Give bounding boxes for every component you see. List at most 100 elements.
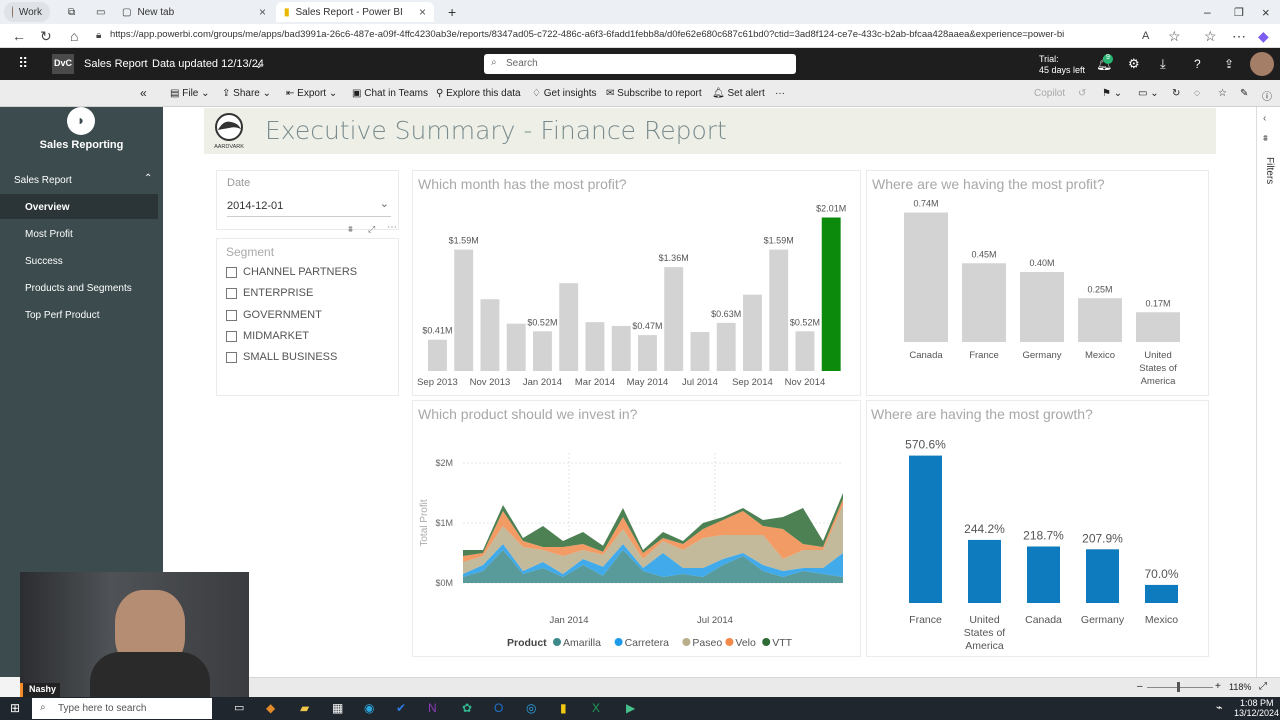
chatgpt-icon[interactable]: ✿ (462, 701, 473, 715)
back-icon[interactable]: ← (12, 28, 26, 44)
tab-new-tab[interactable]: ▢ New tab × (114, 2, 274, 22)
app-name[interactable]: Sales Report (84, 58, 148, 70)
get-insights-button[interactable]: ♢ Get insights (532, 88, 597, 99)
filters-pane[interactable]: ‹ ⩩ Filters (1256, 107, 1280, 677)
edit-icon[interactable]: ✎ (1240, 88, 1249, 99)
segment-option[interactable]: MIDMARKET (226, 330, 309, 342)
filters-label[interactable]: Filters (1264, 157, 1275, 185)
copilot-button[interactable]: Copilot (1034, 88, 1066, 99)
focus-mode-icon[interactable]: ⤢ (368, 224, 376, 234)
edge-dev-icon[interactable]: ◎ (526, 701, 537, 715)
info-icon[interactable]: ⓘ (1262, 92, 1272, 103)
avatar[interactable] (1250, 52, 1274, 76)
sidebar-item-overview[interactable]: Overview (0, 194, 158, 219)
tab-sales-report[interactable]: ▮ Sales Report - Power BI × (276, 2, 434, 22)
download-icon[interactable]: ⤓ (1160, 56, 1166, 71)
share-icon[interactable]: ⇪ (1224, 57, 1235, 71)
app-icon[interactable]: ▶ (626, 701, 636, 715)
app-launcher-icon[interactable]: ⠿ (18, 55, 29, 71)
file-explorer-icon[interactable]: ▰ (300, 701, 310, 715)
expand-filters-icon[interactable]: ‹ (1263, 113, 1267, 124)
file-menu[interactable]: ▤ File ⌄ (170, 88, 210, 99)
close-icon[interactable]: × (258, 5, 266, 19)
sidebar-item-top-perf-product[interactable]: Top Perf Product (25, 310, 100, 321)
subscribe-button[interactable]: ✉ Subscribe to report (606, 88, 702, 99)
profile-button[interactable]: Work (4, 2, 50, 22)
onenote-icon[interactable]: N (428, 701, 437, 715)
checkbox[interactable] (226, 287, 237, 299)
edge-icon[interactable]: ◉ (364, 701, 375, 715)
growth-visual[interactable]: 570.6% France 244.2% United States of America… (866, 400, 1209, 657)
chevron-up-icon[interactable]: ⌃ (144, 173, 153, 184)
segment-option[interactable]: SMALL BUSINESS (226, 351, 337, 363)
checkbox[interactable] (226, 351, 237, 363)
todo-icon[interactable]: ✔ (396, 701, 407, 715)
segment-option[interactable]: ENTERPRISE (226, 287, 313, 299)
clock-time[interactable]: 1:08 PM (1240, 698, 1274, 708)
export-menu[interactable]: ⇤ Export ⌄ (286, 88, 338, 99)
network-icon[interactable]: ⌁ (1216, 702, 1223, 714)
new-tab-icon[interactable]: + (448, 4, 457, 20)
gear-icon[interactable]: ⚙ (1128, 56, 1140, 71)
refresh-icon[interactable]: ↻ (40, 28, 52, 44)
country-profit-visual[interactable]: 0.74M Canada 0.45M France 0.40M Germany 0.25M M… (866, 170, 1209, 396)
reset-icon[interactable]: ↺ (1078, 88, 1087, 99)
bookmark-icon[interactable]: ⚑ ⌄ (1102, 88, 1123, 99)
outlook-icon[interactable]: O (494, 701, 504, 715)
comment-icon[interactable]: ◌ (1194, 88, 1200, 99)
search-input[interactable]: ⌕ Search (484, 54, 796, 74)
more-options-button[interactable]: ··· (775, 88, 785, 99)
collapse-nav-icon[interactable]: « (140, 86, 147, 100)
date-dropdown[interactable]: 2014-12-01 ⌄ (227, 197, 391, 217)
sidebar-item-products-and-segments[interactable]: Products and Segments (25, 283, 132, 294)
filter-icon[interactable]: ⩩ (348, 224, 353, 234)
tab-actions-icon[interactable]: ▭ (96, 6, 106, 18)
data-updated[interactable]: Data updated 12/13/24 (152, 58, 264, 70)
zoom-slider[interactable] (1147, 687, 1213, 688)
explore-data-button[interactable]: ⚲ Explore this data (436, 88, 521, 99)
refresh-icon[interactable]: ↻ (1172, 88, 1181, 99)
clock-date[interactable]: 13/12/2024 (1234, 708, 1280, 718)
view-icon[interactable]: ▭ ⌄ (1138, 88, 1159, 99)
monthly-profit-visual[interactable]: $0.41M $1.59M $0.52M $0.47M $1.36M $0.63M $1.5… (412, 170, 861, 396)
windows-start-icon[interactable]: ⊞ (10, 701, 21, 715)
segment-option[interactable]: GOVERNMENT (226, 309, 322, 321)
window-close-icon[interactable]: × (1262, 4, 1270, 20)
copilot-icon[interactable]: ◆ (266, 701, 276, 715)
checkbox[interactable] (226, 309, 237, 321)
task-view-icon[interactable]: ▭ (234, 702, 245, 714)
store-icon[interactable]: ▦ (332, 701, 344, 715)
segment-option[interactable]: CHANNEL PARTNERS (226, 266, 357, 278)
share-menu[interactable]: ⇪ Share ⌄ (222, 88, 272, 99)
restore-icon[interactable]: ❐ (1234, 6, 1244, 19)
url-field[interactable]: https://app.powerbi.com/groups/me/apps/b… (110, 29, 1065, 40)
copilot-icon[interactable]: ◆ (1258, 28, 1269, 44)
more-options-icon[interactable]: ⋯ (387, 222, 397, 233)
close-icon[interactable]: × (418, 5, 426, 19)
zoom-slider-thumb[interactable] (1177, 682, 1180, 692)
favorite-icon[interactable]: ☆ (1168, 28, 1181, 44)
fit-page-icon[interactable]: ⤢ (1259, 681, 1267, 692)
read-aloud-icon[interactable]: A (1142, 30, 1150, 42)
set-alert-button[interactable]: 🔔︎ Set alert (712, 88, 765, 99)
minimize-icon[interactable]: – (1204, 5, 1211, 19)
section-header[interactable]: Sales Report (14, 175, 72, 186)
favorite-icon[interactable]: ☆ (1218, 88, 1227, 99)
help-icon[interactable]: ? (1194, 57, 1201, 71)
collections-icon[interactable]: ☆ (1204, 28, 1217, 44)
chevron-down-icon[interactable]: ⌄ (254, 59, 264, 71)
sidebar-item-most-profit[interactable]: Most Profit (25, 229, 73, 240)
product-profit-visual[interactable]: $2M $1M $0M Total Profit Jan 2014 Jul 2014 Pro… (412, 400, 861, 657)
home-icon[interactable]: ⌂ (70, 28, 79, 44)
chat-in-teams-button[interactable]: ▣ Chat in Teams (352, 88, 428, 99)
more-icon[interactable]: ⋯ (1232, 28, 1246, 44)
zoom-in-icon[interactable]: + (1215, 681, 1221, 692)
zoom-out-icon[interactable]: – (1137, 681, 1143, 692)
powerbi-icon[interactable]: ▮ (560, 701, 567, 715)
workspaces-icon[interactable]: ⧉ (68, 6, 76, 18)
excel-icon[interactable]: X (592, 701, 601, 715)
checkbox[interactable] (226, 330, 237, 342)
taskbar-search-input[interactable]: ⌕ Type here to search (32, 698, 212, 719)
sidebar-item-success[interactable]: Success (25, 256, 63, 267)
checkbox[interactable] (226, 266, 237, 278)
